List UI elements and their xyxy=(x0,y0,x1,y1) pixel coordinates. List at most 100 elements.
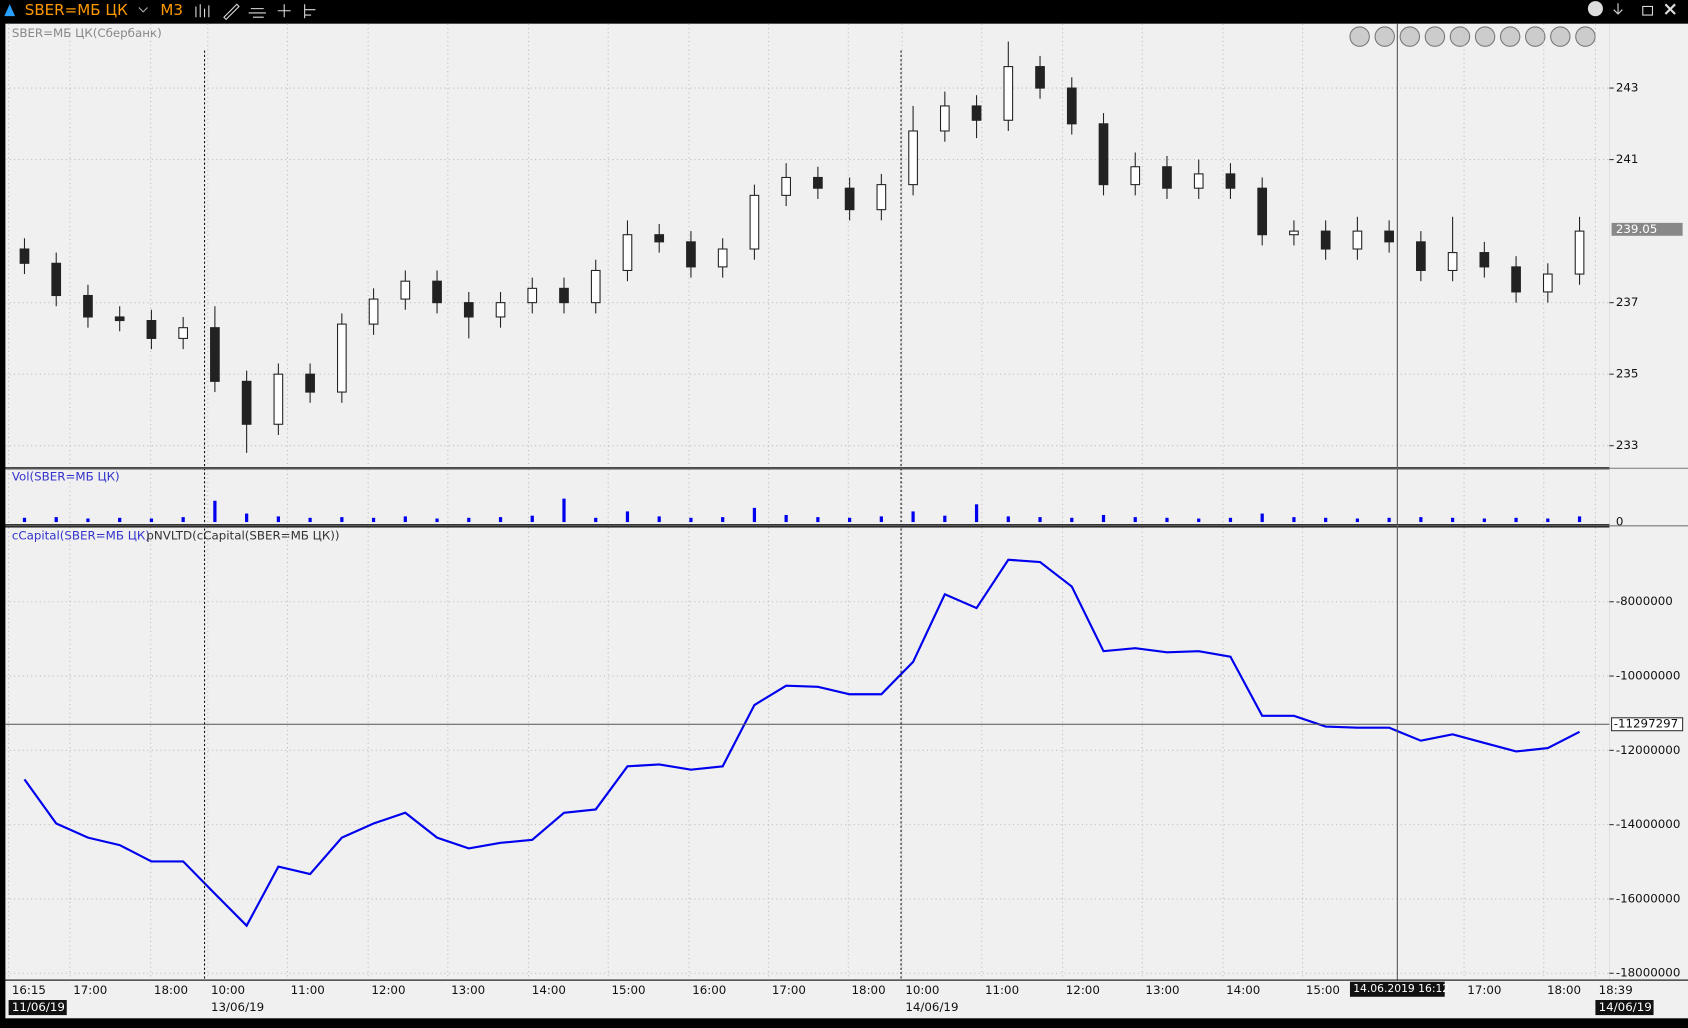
candle-body xyxy=(336,323,347,393)
candle-body xyxy=(19,248,30,264)
dropdown[interactable] xyxy=(138,7,148,13)
volume-bar xyxy=(1101,514,1106,523)
candle-body xyxy=(1574,230,1585,275)
candle-body xyxy=(1035,66,1045,89)
nav-button[interactable] xyxy=(1399,26,1421,47)
y-tick-label: -12000000 xyxy=(1616,743,1680,757)
capital-title: cCapital(SBER=МБ ЦК) xyxy=(12,529,150,543)
candle-body xyxy=(1066,87,1077,125)
x-tick-label: 11:00 xyxy=(291,983,325,997)
candle-body xyxy=(686,241,696,268)
volume-bar xyxy=(435,518,439,523)
volume-bar xyxy=(752,507,757,523)
y-tick-label: 0 xyxy=(1616,515,1624,529)
volume-bar xyxy=(657,516,661,523)
y-tick-label: 243 xyxy=(1616,81,1639,95)
volume-bar xyxy=(594,517,598,523)
volume-bar xyxy=(181,517,185,523)
volume-bar xyxy=(1387,517,1391,523)
x-tick-label: 17:00 xyxy=(1467,983,1501,997)
last-price-box xyxy=(1611,222,1683,236)
volume-bar xyxy=(1355,518,1360,523)
navigation-buttons[interactable] xyxy=(1349,26,1596,47)
nav-button[interactable] xyxy=(1424,26,1446,47)
volume-bar xyxy=(721,517,725,523)
nav-button[interactable] xyxy=(1349,26,1370,47)
volume-bar xyxy=(911,511,915,523)
timeframe[interactable]: M3 xyxy=(160,1,183,19)
volume-bar xyxy=(530,515,534,523)
nav-button[interactable] xyxy=(1550,26,1571,47)
cursor-label: 14.06.2019 16:12 xyxy=(1353,982,1449,995)
y-tick-label: -16000000 xyxy=(1616,891,1680,905)
volume-bar xyxy=(340,517,344,523)
candle-body xyxy=(1130,166,1141,186)
candle-body xyxy=(1384,230,1394,243)
candle-body xyxy=(368,298,379,325)
capital-panel xyxy=(5,527,1610,980)
x-tick-label: 15:00 xyxy=(1306,983,1340,997)
x-tick-label: 17:00 xyxy=(772,983,806,997)
volume-bar xyxy=(1292,517,1296,523)
nav-button[interactable] xyxy=(1575,26,1596,47)
volume-bar xyxy=(784,514,788,523)
date-box xyxy=(1595,1000,1654,1016)
volume-bar xyxy=(1070,517,1074,523)
candle-body xyxy=(908,130,918,186)
candle-body xyxy=(1193,173,1204,189)
candle-body xyxy=(971,105,982,121)
nav-button[interactable] xyxy=(1499,26,1521,47)
candle-body xyxy=(400,280,411,300)
price-title: SBER=МБ ЦК(Сбербанк) xyxy=(12,26,162,40)
volume-bar xyxy=(625,511,630,523)
volume-bar xyxy=(308,517,312,523)
window-buttons[interactable] xyxy=(1587,1,1676,17)
candle-body xyxy=(1416,241,1426,272)
date-label: 14/06/19 xyxy=(905,1000,958,1014)
y-tick-label: -8000000 xyxy=(1616,594,1673,608)
x-tick-label: 18:00 xyxy=(852,983,886,997)
x-tick-label: 13:00 xyxy=(1145,983,1179,997)
x-tick-label: 14:00 xyxy=(532,983,566,997)
x-tick-label: 15:00 xyxy=(611,983,645,997)
tool-icons[interactable] xyxy=(195,3,316,21)
candle-body xyxy=(1447,252,1458,272)
nav-button[interactable] xyxy=(1374,26,1395,47)
nav-button[interactable] xyxy=(1449,26,1471,47)
volume-bar xyxy=(276,516,280,523)
candle-body xyxy=(654,234,665,243)
nav-button[interactable] xyxy=(1525,26,1546,47)
volume-bar xyxy=(1165,517,1169,523)
candle-body xyxy=(51,262,62,297)
x-tick-label: 18:39 xyxy=(1599,983,1633,997)
volume-bar xyxy=(943,515,947,523)
y-tick-label: -10000000 xyxy=(1616,669,1680,683)
nav-button[interactable] xyxy=(1474,26,1496,47)
candle-body xyxy=(178,327,189,339)
volume-bar xyxy=(22,517,27,523)
last-value-box xyxy=(1611,717,1684,732)
candle-body xyxy=(1003,66,1014,121)
logo xyxy=(4,4,16,17)
volume-bar xyxy=(403,516,407,523)
candle-body xyxy=(622,234,633,272)
symbol[interactable]: SBER=МБ ЦК xyxy=(25,1,128,19)
x-tick-label: 11:00 xyxy=(985,983,1019,997)
volume-bar xyxy=(498,517,503,523)
candle-body xyxy=(1352,230,1363,250)
volume-bar xyxy=(848,517,852,523)
candle-body xyxy=(146,319,157,339)
volume-bar xyxy=(371,517,376,523)
volume-bar xyxy=(213,500,217,523)
candle-body xyxy=(210,327,220,382)
volume-bar xyxy=(1006,516,1010,523)
candle-body xyxy=(114,316,125,322)
volume-bar xyxy=(689,517,693,523)
candle-body xyxy=(463,302,474,318)
y-tick-label: -14000000 xyxy=(1616,817,1680,831)
x-tick-label: 13:00 xyxy=(451,983,485,997)
x-tick-label: 16:15 xyxy=(12,983,46,997)
candle-body xyxy=(241,380,252,425)
